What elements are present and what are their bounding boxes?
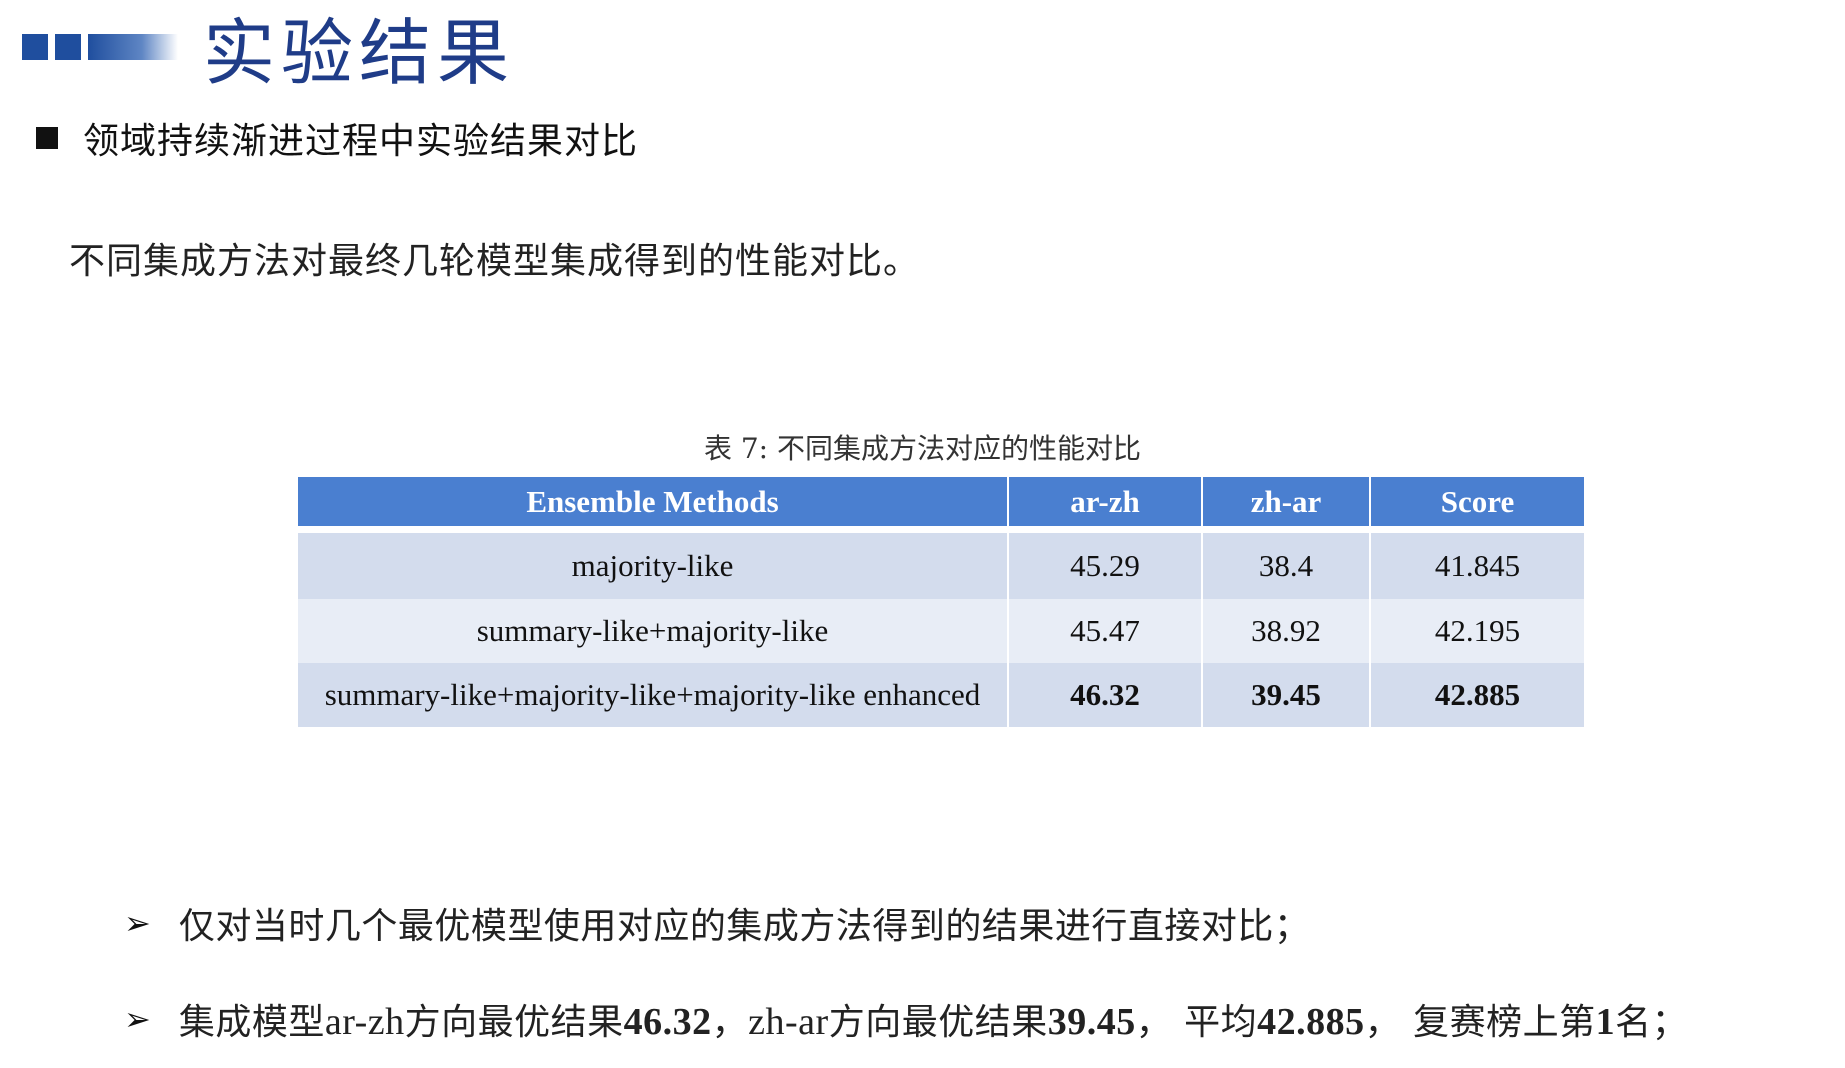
decoration-square (55, 34, 81, 60)
text-segment: ar-zh (324, 1001, 405, 1043)
zh-ar-cell: 39.45 (1202, 663, 1371, 727)
zh-ar-cell: 38.92 (1202, 599, 1371, 663)
text-segment: ， 平均 (1135, 1002, 1258, 1043)
header-ar-zh: ar-zh (1008, 477, 1203, 530)
decoration-gradient-bar (88, 34, 178, 60)
bold-value: 42.885 (1257, 1001, 1365, 1043)
score-cell: 42.885 (1370, 663, 1584, 727)
text-segment: 方向最优结果 (828, 1002, 1048, 1043)
description-text: 不同集成方法对最终几轮模型集成得到的性能对比。 (69, 241, 921, 282)
slide-title: 实验结果 (203, 11, 516, 95)
text-segment: zh-ar (748, 1001, 829, 1043)
score-cell: 41.845 (1370, 526, 1584, 599)
text-segment: 集成模型 (178, 1002, 325, 1043)
bold-value: 46.32 (623, 1001, 712, 1043)
ar-zh-cell: 45.47 (1008, 599, 1203, 663)
method-cell: summary-like+majority-like+majority-like… (298, 663, 1009, 727)
ar-zh-cell: 45.29 (1008, 526, 1203, 599)
zh-ar-cell: 38.4 (1202, 526, 1371, 599)
decoration-square (22, 34, 48, 60)
header-zh-ar: zh-ar (1202, 477, 1371, 530)
bullet-text: 仅对当时几个最优模型使用对应的集成方法得到的结果进行直接对比； (178, 906, 1311, 947)
header-score: Score (1370, 477, 1584, 530)
bold-value: 1 (1595, 1001, 1616, 1043)
method-cell: majority-like (298, 526, 1009, 599)
text-segment: ， 复赛榜上第 (1364, 1002, 1596, 1043)
text-segment: 方向最优结果 (404, 1002, 624, 1043)
arrow-bullet-icon: ➢ (124, 1000, 151, 1038)
text-segment: 名； (1615, 1002, 1689, 1043)
ar-zh-cell: 46.32 (1008, 663, 1203, 727)
bullet-text: 集成模型ar-zh方向最优结果46.32，zh-ar方向最优结果39.45， 平… (179, 993, 1688, 1045)
section-heading: 领域持续渐进过程中实验结果对比 (36, 112, 638, 164)
table-caption: 表 7: 不同集成方法对应的性能对比 (703, 432, 1142, 465)
table-row: majority-like 45.29 38.4 41.845 (298, 526, 1584, 599)
header-ensemble-methods: Ensemble Methods (298, 477, 1009, 530)
table-row: summary-like+majority-like 45.47 38.92 4… (298, 599, 1584, 663)
bold-value: 39.45 (1047, 1001, 1136, 1043)
score-cell: 42.195 (1370, 599, 1584, 663)
section-heading-text: 领域持续渐进过程中实验结果对比 (83, 121, 639, 162)
arrow-bullet-icon: ➢ (124, 904, 151, 942)
method-cell: summary-like+majority-like (298, 599, 1009, 663)
bullet-point: ➢ 仅对当时几个最优模型使用对应的集成方法得到的结果进行直接对比； (124, 897, 1310, 949)
text-segment: ， (711, 1002, 749, 1043)
title-decoration (22, 33, 178, 61)
results-table: Ensemble Methods ar-zh zh-ar Score major… (298, 477, 1584, 727)
table-row: summary-like+majority-like+majority-like… (298, 663, 1584, 727)
bullet-point: ➢ 集成模型ar-zh方向最优结果46.32，zh-ar方向最优结果39.45，… (124, 993, 1688, 1045)
square-bullet-icon (36, 127, 58, 149)
table-header-row: Ensemble Methods ar-zh zh-ar Score (298, 477, 1584, 530)
